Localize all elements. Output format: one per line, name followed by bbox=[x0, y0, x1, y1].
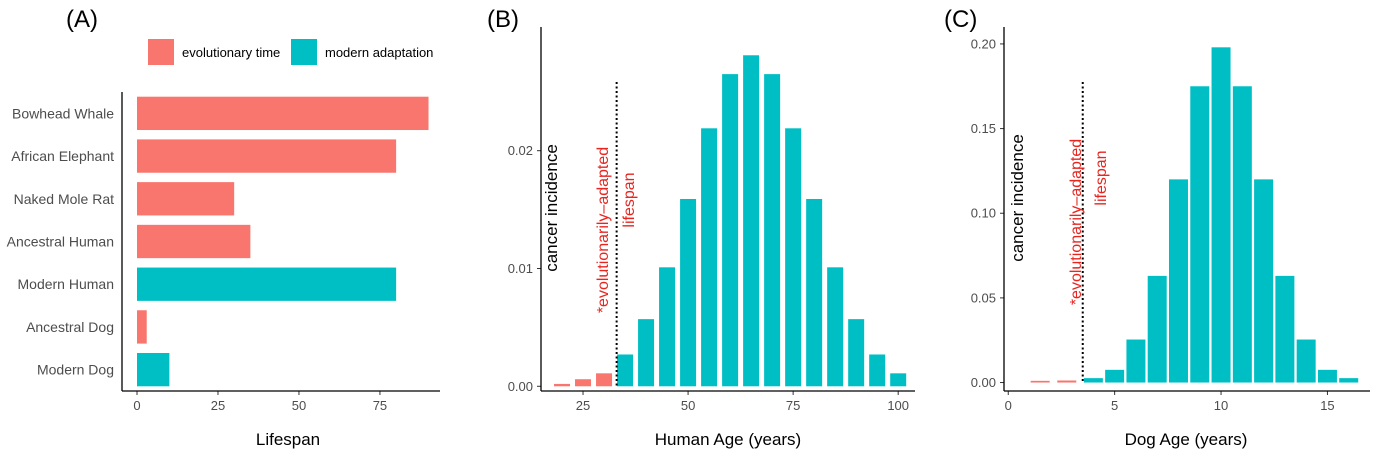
x-tick-label: 50 bbox=[681, 398, 695, 413]
bar bbox=[890, 373, 907, 387]
bar bbox=[1254, 179, 1274, 383]
bar bbox=[785, 128, 802, 387]
bar bbox=[1126, 339, 1146, 383]
panel-a-label: (A) bbox=[66, 6, 98, 33]
y-tick-label: 0.00 bbox=[971, 375, 996, 390]
x-tick-label: 15 bbox=[1320, 398, 1334, 413]
panel-b-chart: (B) 25 50 75 100 0.00 0.01 0.02 cancer incide… bbox=[487, 6, 915, 449]
panel-c-y-ticks: 0.00 0.05 0.10 0.15 0.20 bbox=[971, 36, 1004, 390]
x-tick-label: 10 bbox=[1214, 398, 1228, 413]
legend-label-modern: modern adaptation bbox=[325, 45, 433, 60]
bar bbox=[743, 55, 760, 387]
bar bbox=[1030, 380, 1050, 383]
bar bbox=[638, 319, 655, 387]
panel-c-annotation-line2: lifespan bbox=[1093, 150, 1110, 205]
category-label: Modern Dog bbox=[37, 362, 114, 378]
bar bbox=[1317, 369, 1337, 383]
y-tick-label: 0.20 bbox=[971, 36, 996, 51]
panel-a-x-axis-title: Lifespan bbox=[256, 430, 320, 449]
x-tick-label: 5 bbox=[1111, 398, 1118, 413]
panel-c-x-axis-title: Dog Age (years) bbox=[1125, 430, 1248, 449]
bar bbox=[1190, 86, 1210, 383]
bar bbox=[1083, 378, 1103, 383]
x-tick-label: 25 bbox=[211, 398, 225, 413]
panel-b-x-axis-title: Human Age (years) bbox=[655, 430, 801, 449]
bar bbox=[1339, 378, 1359, 383]
x-tick-label: 0 bbox=[1005, 398, 1012, 413]
category-label: Modern Human bbox=[18, 276, 115, 292]
category-label: Ancestral Human bbox=[7, 234, 114, 250]
panel-c-label: (C) bbox=[944, 6, 977, 33]
bar-naked-mole-rat bbox=[137, 182, 235, 216]
x-tick-label: 100 bbox=[887, 398, 909, 413]
y-tick-label: 0.00 bbox=[508, 379, 533, 394]
bar bbox=[806, 198, 823, 387]
panel-b-annotation-line2: lifespan bbox=[621, 172, 638, 227]
bar-modern-dog bbox=[137, 352, 170, 387]
category-label: African Elephant bbox=[11, 148, 114, 164]
bar-african-elephant bbox=[137, 139, 397, 173]
panel-b-annotation-line1: *evolutionarily–adapted bbox=[595, 147, 612, 313]
panel-c-annotation-line1: *evolutionarily–adapted bbox=[1068, 139, 1085, 305]
x-tick-label: 0 bbox=[133, 398, 140, 413]
y-tick-label: 0.01 bbox=[508, 261, 533, 276]
bar bbox=[764, 74, 781, 387]
bar-ancestral-human bbox=[137, 224, 251, 259]
bar bbox=[1275, 275, 1295, 383]
x-tick-label: 25 bbox=[576, 398, 590, 413]
bar bbox=[659, 267, 676, 387]
bar bbox=[1147, 275, 1167, 383]
bar bbox=[680, 198, 697, 387]
bar bbox=[1296, 339, 1316, 383]
bar bbox=[1105, 369, 1125, 383]
y-tick-label: 0.05 bbox=[971, 290, 996, 305]
category-label: Bowhead Whale bbox=[12, 105, 114, 121]
panel-c-chart: (C) 0 5 10 15 0.00 0.05 0.10 0.15 0.20 cancer i… bbox=[944, 6, 1370, 449]
y-tick-label: 0.15 bbox=[971, 121, 996, 136]
bar bbox=[827, 267, 844, 387]
bar bbox=[722, 74, 739, 387]
bar bbox=[575, 379, 592, 387]
category-label: Ancestral Dog bbox=[26, 319, 114, 335]
legend-label-evolutionary: evolutionary time bbox=[182, 45, 280, 60]
x-tick-label: 75 bbox=[786, 398, 800, 413]
bar bbox=[1057, 380, 1077, 383]
bar bbox=[869, 354, 886, 387]
legend-swatch-modern bbox=[291, 39, 317, 65]
panel-c-y-axis-title: cancer incidence bbox=[1008, 134, 1027, 262]
bar bbox=[554, 383, 571, 387]
panel-a-bars bbox=[137, 96, 429, 387]
bar bbox=[1211, 47, 1231, 383]
panel-a-x-ticks: 0 25 50 75 bbox=[133, 391, 387, 413]
x-tick-label: 50 bbox=[292, 398, 306, 413]
bar bbox=[1168, 179, 1188, 383]
x-tick-label: 75 bbox=[373, 398, 387, 413]
bar bbox=[1232, 86, 1252, 383]
panel-b-label: (B) bbox=[487, 6, 519, 33]
y-tick-label: 0.02 bbox=[508, 143, 533, 158]
bar bbox=[701, 128, 718, 387]
bar bbox=[848, 319, 865, 387]
panel-a-chart: (A) evolutionary time modern adaptation … bbox=[7, 6, 440, 449]
bar bbox=[596, 373, 613, 387]
y-tick-label: 0.10 bbox=[971, 206, 996, 221]
panel-b-y-axis-title: cancer incidence bbox=[542, 144, 561, 272]
panel-b-bars bbox=[554, 55, 907, 387]
panel-a-category-labels: Bowhead Whale African Elephant Naked Mole … bbox=[7, 105, 115, 377]
bar-modern-human bbox=[137, 267, 397, 301]
legend: evolutionary time modern adaptation bbox=[148, 39, 433, 65]
bar-bowhead-whale bbox=[137, 96, 429, 131]
legend-swatch-evolutionary bbox=[148, 39, 174, 65]
category-label: Naked Mole Rat bbox=[14, 191, 114, 207]
bar-ancestral-dog bbox=[137, 310, 147, 344]
bar bbox=[617, 354, 634, 387]
panel-c-bars bbox=[1030, 47, 1359, 383]
panel-b-y-ticks: 0.00 0.01 0.02 bbox=[508, 143, 541, 394]
panel-c-x-ticks: 0 5 10 15 bbox=[1005, 391, 1335, 413]
panel-b-x-ticks: 25 50 75 100 bbox=[576, 391, 909, 413]
